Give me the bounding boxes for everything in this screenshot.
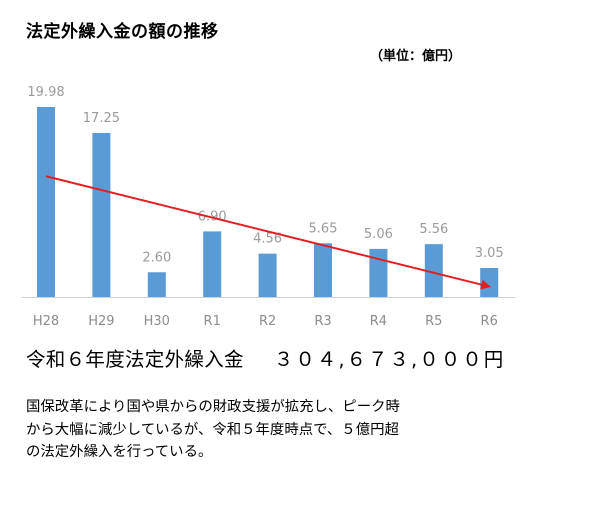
bar-R2 [258,253,277,297]
value-label-R2: 4.56 [253,232,282,247]
tick-label-R3: R3 [314,314,331,329]
tick-label-R4: R4 [370,314,387,329]
tick-label-H29: H29 [88,314,114,329]
note-text: 国保改革により国や県からの財政支援が拡充し、ピーク時 から大幅に減少しているが、… [26,396,526,464]
unit-label: （単位：億円） [370,49,462,64]
value-label-H28: 19.98 [27,85,64,100]
fy-amount: 令和６年度法定外繰入金 ３０４,６７３,０００円 [26,343,505,372]
tick-label-H28: H28 [33,314,59,329]
bar-R4 [369,248,388,297]
amount-value: ３０４,６７３,０００円 [273,348,506,371]
value-label-R5: 5.56 [419,222,448,237]
note-line-1: 国保改革により国や県からの財政支援が拡充し、ピーク時 [26,399,400,415]
value-label-H30: 2.60 [142,250,171,265]
tick-label-R2: R2 [259,314,276,329]
bar-H28 [37,107,55,297]
bar-H29 [92,132,111,297]
tick-label-R6: R6 [481,314,498,329]
bar-R6 [480,267,499,297]
bar-R1 [203,231,222,297]
tick-label-H30: H30 [144,314,170,329]
tick-label-R1: R1 [204,314,221,329]
trend-arrow [45,175,492,290]
value-label-R3: 5.65 [309,221,338,236]
bar-R5 [424,244,443,297]
tick-label-R5: R5 [425,314,442,329]
amount-label: 令和６年度法定外繰入金 [26,348,244,371]
bar-R3 [314,243,332,297]
note-line-3: の法定外繰入を行っている。 [26,444,213,460]
chart-title: 法定外繰入金の額の推移 [26,22,219,42]
note-line-2: から大幅に減少しているが、令和５年度時点で、５億円超 [26,421,399,438]
value-label-R4: 5.06 [364,227,393,242]
value-label-R6: 3.05 [475,246,504,261]
value-label-H29: 17.25 [83,111,120,126]
bar-H30 [147,272,166,297]
